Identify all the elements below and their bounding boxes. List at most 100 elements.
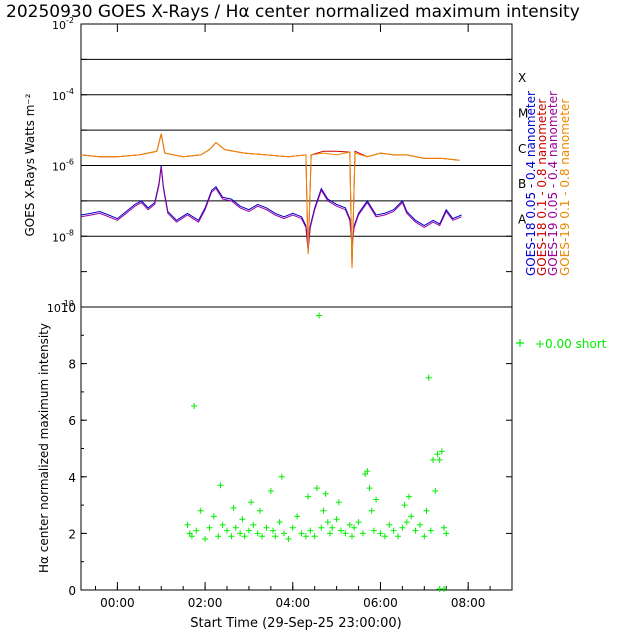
scatter-point — [348, 533, 355, 540]
scatter-point — [333, 516, 340, 523]
top-y-tick-label: 10-8 — [52, 228, 74, 244]
scatter-point — [366, 485, 373, 492]
top-y-tick-label: 10-10 — [47, 299, 74, 315]
scatter-point — [329, 524, 336, 531]
bottom-y-tick-label: 8 — [68, 358, 76, 372]
bottom-plot-frame — [80, 306, 513, 591]
scatter-point — [311, 533, 318, 540]
goes-xray-panel: 10-2 10-4 10-6 10-8 10-10 X M C B A GOES X-Rays … — [23, 16, 572, 315]
scatter-point — [230, 504, 237, 511]
flare-class-label: A — [518, 213, 527, 227]
x-tick-label: 04:00 — [275, 596, 310, 610]
scatter-point — [237, 530, 244, 537]
scatter-point — [395, 533, 402, 540]
series-legend-label: GOES-18 0.05 - 0.4 nanometer — [524, 91, 538, 276]
bottom-y-axis-label: Hα center normalized maximum intensity — [37, 323, 51, 573]
scatter-point — [368, 507, 375, 514]
scatter-point — [210, 513, 217, 520]
legend-marker — [516, 339, 524, 347]
halpha-panel: 0 2 4 6 8 10 00:00 02:00 04:00 06:00 08:00 Hα cen… — [37, 24, 607, 631]
top-y-tick-label: 10-2 — [52, 16, 74, 32]
scatter-point — [390, 527, 397, 534]
scatter-point — [298, 530, 305, 537]
scatter-point — [412, 527, 419, 534]
scatter-point — [386, 521, 393, 528]
scatter-point — [423, 507, 430, 514]
scatter-point — [188, 533, 195, 540]
scatter-point — [318, 524, 325, 531]
scatter-point — [259, 533, 266, 540]
x-tick-label: 00:00 — [100, 596, 135, 610]
scatter-point — [254, 530, 261, 537]
flare-class-label: C — [518, 142, 526, 156]
scatter-point — [359, 530, 366, 537]
series-line-2 — [80, 167, 462, 251]
series-legend-label: GOES-19 0.1 - 0.8 nanometer — [558, 99, 572, 276]
scatter-point — [441, 524, 448, 531]
bottom-y-tick-label: 2 — [68, 527, 76, 541]
scatter-point — [202, 536, 209, 543]
scatter-point — [191, 403, 198, 410]
scatter-point — [197, 507, 204, 514]
scatter-point — [313, 485, 320, 492]
series-legend-label: GOES-19 0.05 - 0.4 nanometer — [546, 91, 560, 276]
scatter-point — [377, 530, 384, 537]
scatter-point — [267, 487, 274, 494]
scatter-point — [405, 493, 412, 500]
scatter-point — [403, 519, 410, 526]
flare-class-label: X — [518, 71, 526, 85]
scatter-point — [289, 524, 296, 531]
scatter-point — [276, 519, 283, 526]
scatter-point — [320, 507, 327, 514]
scatter-point — [245, 527, 252, 534]
scatter-point — [401, 502, 408, 509]
scatter-point — [432, 487, 439, 494]
top-y-axis-label: GOES X-Rays Watts m⁻² — [23, 93, 37, 236]
scatter-point — [270, 527, 277, 534]
scatter-point — [322, 490, 329, 497]
scatter-point — [399, 524, 406, 531]
scatter-point — [430, 456, 437, 463]
scatter-point — [436, 456, 443, 463]
x-axis-label: Start Time (29-Sep-25 23:00:00) — [190, 616, 401, 631]
scatter-point — [217, 482, 224, 489]
scatter-point — [215, 533, 222, 540]
scatter-point — [256, 507, 263, 514]
scatter-point — [224, 527, 231, 534]
bottom-y-tick-label: 6 — [68, 414, 76, 428]
x-tick-label: 08:00 — [451, 596, 486, 610]
scatter-point — [408, 513, 415, 520]
scatter-point — [241, 533, 248, 540]
scatter-point — [346, 521, 353, 528]
scatter-point — [327, 530, 334, 537]
series-line-3 — [80, 133, 460, 269]
scatter-point — [335, 499, 342, 506]
scatter-point — [373, 496, 380, 503]
scatter-point — [307, 527, 314, 534]
scatter-point — [421, 533, 428, 540]
bottom-y-tick-label: 4 — [68, 471, 76, 485]
bottom-y-tick-label: 0 — [68, 584, 76, 598]
x-tick-label: 06:00 — [363, 596, 398, 610]
scatter-point — [434, 451, 441, 458]
scatter-point — [272, 533, 279, 540]
chart-title: 20250930 GOES X-Rays / Hα center normali… — [6, 2, 580, 22]
scatter-point — [263, 524, 270, 531]
scatter-point — [302, 533, 309, 540]
flare-class-label: B — [518, 177, 526, 191]
scatter-point — [250, 521, 257, 528]
scatter-point — [281, 530, 288, 537]
top-y-tick-label: 10-6 — [52, 158, 74, 174]
scatter-point — [338, 527, 345, 534]
scatter-point — [305, 493, 312, 500]
scatter-point — [219, 521, 226, 528]
top-y-tick-label: 10-4 — [52, 87, 74, 103]
scatter-point — [239, 516, 246, 523]
scatter-point — [285, 536, 292, 543]
bottom-y-tick-label: 10 — [61, 301, 76, 315]
scatter-point — [443, 530, 450, 537]
scatter-point — [294, 513, 301, 520]
scatter-point — [278, 473, 285, 480]
scatter-point — [370, 527, 377, 534]
